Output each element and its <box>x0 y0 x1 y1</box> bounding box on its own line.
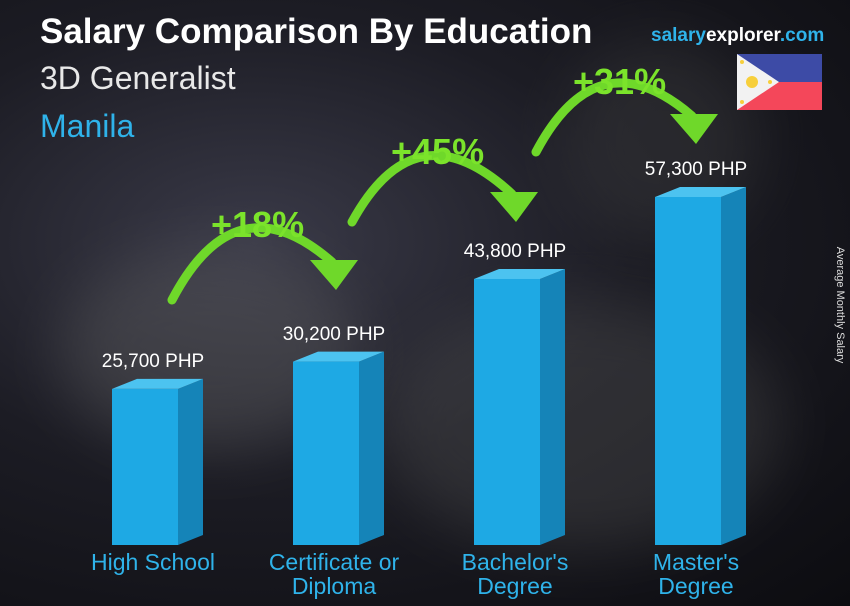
chart-title: Salary Comparison By Education <box>40 12 593 51</box>
arrow-head <box>310 260 358 290</box>
value-label: 57,300 PHP <box>644 159 748 180</box>
bar-side <box>721 187 746 545</box>
value-label: 43,800 PHP <box>463 240 567 262</box>
category-label-line: High School <box>90 549 216 575</box>
city: Manila <box>40 108 135 144</box>
bar <box>655 197 721 545</box>
value-label: 30,200 PHP <box>282 323 386 345</box>
salaryexplorer-logo[interactable]: salaryexplorer.com <box>651 25 825 46</box>
category-label: Certificate or Diploma <box>244 550 424 598</box>
arrow-head <box>490 192 538 222</box>
bar-top <box>112 378 203 389</box>
category-label-line: Master's <box>652 549 740 575</box>
job-title: 3D Generalist <box>40 60 236 96</box>
increase-arrow <box>347 151 517 227</box>
category-label-line: Certificate or <box>268 549 400 575</box>
value-label: 25,700 PHP <box>101 350 205 372</box>
increase-percent: +31% <box>573 61 667 102</box>
category-label: Bachelor's Degree <box>425 550 605 598</box>
category-label: Master's Degree <box>606 550 786 598</box>
increase-percent: +18% <box>211 204 305 245</box>
bar-side <box>540 268 565 545</box>
bar-side <box>359 351 384 545</box>
bar <box>474 278 540 545</box>
increase-arrow <box>167 223 337 305</box>
bar-top <box>293 351 384 362</box>
category-label-line: Diploma <box>291 573 377 599</box>
increase-percent: +45% <box>391 131 485 172</box>
category-label-line: Bachelor's <box>461 549 569 575</box>
increase-arrow <box>531 78 697 157</box>
bar <box>112 388 178 545</box>
bar-side <box>178 378 203 545</box>
category-label-line: Degree <box>477 573 553 599</box>
bar-top <box>655 187 746 197</box>
arrow-head <box>670 114 718 144</box>
category-label-line: Degree <box>658 573 734 599</box>
bar <box>293 361 359 545</box>
bar-top <box>474 268 565 279</box>
philippines-flag-icon <box>737 54 822 110</box>
category-label: High School <box>63 550 243 574</box>
